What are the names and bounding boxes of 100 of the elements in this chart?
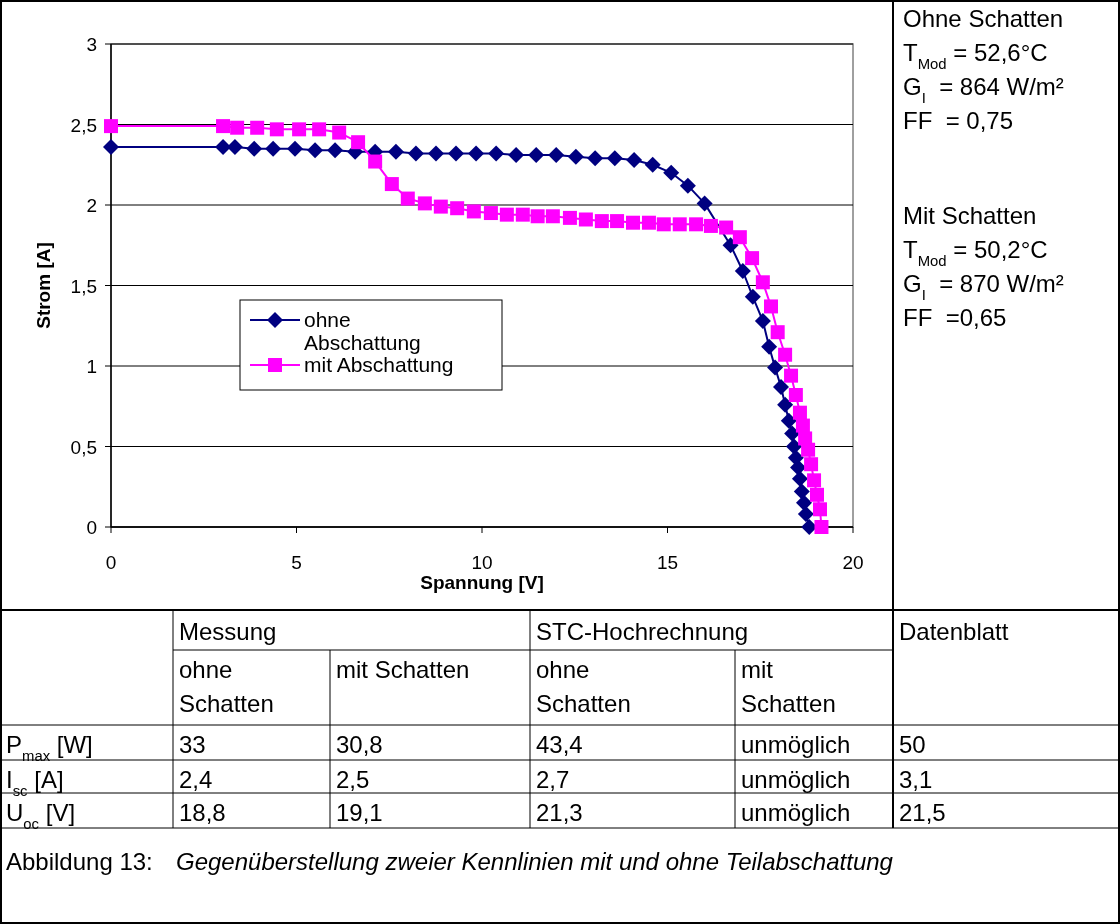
point bbox=[407, 145, 424, 162]
point bbox=[791, 470, 808, 487]
point bbox=[764, 299, 779, 314]
x-axis-title: Spannung [V] bbox=[420, 572, 544, 593]
point bbox=[773, 378, 790, 395]
text: mit Schatten bbox=[336, 656, 470, 683]
point bbox=[796, 494, 813, 511]
point bbox=[216, 119, 231, 134]
y-tick-label: 2 bbox=[86, 195, 97, 216]
point bbox=[594, 214, 609, 229]
point bbox=[610, 214, 625, 229]
point bbox=[545, 209, 560, 224]
point bbox=[292, 122, 307, 137]
point bbox=[606, 150, 623, 167]
point bbox=[703, 218, 718, 233]
point bbox=[792, 405, 807, 420]
point bbox=[351, 135, 366, 150]
point bbox=[679, 177, 696, 194]
point bbox=[732, 230, 747, 245]
text: FF = 0,75 bbox=[903, 107, 1014, 134]
point bbox=[562, 210, 577, 225]
point bbox=[287, 140, 304, 157]
text: Abbildung 13: bbox=[6, 848, 153, 875]
point bbox=[246, 140, 263, 157]
text: T$_{Mod}$ = 52,6°C bbox=[903, 39, 1048, 72]
point bbox=[810, 487, 825, 502]
point bbox=[250, 120, 265, 135]
text: STC-Hochrechnung bbox=[536, 618, 749, 645]
point bbox=[528, 147, 545, 164]
point bbox=[784, 425, 801, 442]
point bbox=[770, 325, 785, 340]
point bbox=[767, 359, 784, 376]
text: 21,3 bbox=[536, 799, 583, 826]
point bbox=[663, 164, 680, 181]
x-tick-label: 15 bbox=[656, 552, 679, 573]
text: 30,8 bbox=[336, 731, 383, 758]
point bbox=[784, 368, 799, 383]
point bbox=[332, 125, 347, 140]
point bbox=[788, 387, 803, 402]
y-tick-label: 1,5 bbox=[70, 275, 97, 297]
text: Gegenüberstellung zweier Kennlinien mit und ohne Teilabschattung bbox=[176, 848, 894, 875]
point bbox=[778, 347, 793, 362]
point bbox=[578, 212, 593, 227]
text: T$_{Mod}$ = 50,2°C bbox=[903, 236, 1048, 269]
text: I$_{sc}$ [A] bbox=[6, 766, 64, 799]
point bbox=[793, 483, 810, 500]
point bbox=[387, 143, 404, 160]
point bbox=[801, 442, 816, 457]
point bbox=[312, 122, 327, 137]
y-tick-label: 3 bbox=[86, 34, 97, 55]
point bbox=[448, 145, 465, 162]
x-tick-label: 20 bbox=[842, 552, 864, 573]
y-tick-label: 2,5 bbox=[70, 114, 97, 136]
text: ohne Schatten bbox=[536, 656, 631, 717]
point bbox=[327, 142, 344, 159]
point bbox=[689, 217, 704, 232]
point bbox=[797, 506, 814, 523]
y-tick-label: 0,5 bbox=[70, 436, 97, 458]
text: P$_{max}$ [W] bbox=[6, 731, 93, 764]
point bbox=[488, 145, 505, 162]
point bbox=[777, 396, 794, 413]
y-axis-title: Strom [A] bbox=[33, 242, 54, 329]
y-tick-label: 1 bbox=[86, 356, 97, 377]
x-tick-label: 5 bbox=[291, 552, 302, 573]
point bbox=[450, 201, 465, 216]
text: Messung bbox=[179, 618, 277, 645]
text: unmöglich bbox=[741, 731, 851, 758]
point bbox=[807, 473, 822, 488]
point bbox=[722, 237, 739, 254]
point bbox=[761, 338, 778, 355]
point bbox=[428, 145, 444, 162]
point bbox=[265, 140, 282, 157]
point bbox=[400, 191, 415, 206]
point bbox=[483, 206, 498, 221]
text: 33 bbox=[179, 731, 206, 758]
text: 3,1 bbox=[899, 766, 933, 793]
legend-label: mit Abschattung bbox=[304, 353, 454, 376]
point bbox=[103, 139, 119, 156]
point bbox=[508, 147, 525, 164]
point bbox=[104, 119, 118, 134]
point bbox=[641, 215, 656, 230]
point bbox=[656, 217, 671, 232]
point bbox=[230, 120, 245, 135]
point bbox=[812, 502, 827, 517]
point bbox=[530, 209, 545, 224]
y-tick-label: 0 bbox=[86, 517, 97, 538]
point bbox=[755, 275, 770, 290]
text: Mit Schatten bbox=[903, 202, 1037, 229]
point bbox=[672, 217, 687, 232]
point bbox=[466, 204, 481, 219]
point bbox=[468, 145, 485, 162]
point bbox=[384, 177, 399, 192]
point bbox=[417, 196, 432, 211]
point bbox=[269, 122, 284, 137]
text: unmöglich bbox=[741, 766, 851, 793]
point bbox=[814, 520, 829, 534]
x-tick-label: 10 bbox=[471, 552, 493, 573]
text: 18,8 bbox=[179, 799, 226, 826]
text: 21,5 bbox=[899, 799, 946, 826]
point bbox=[754, 312, 771, 329]
